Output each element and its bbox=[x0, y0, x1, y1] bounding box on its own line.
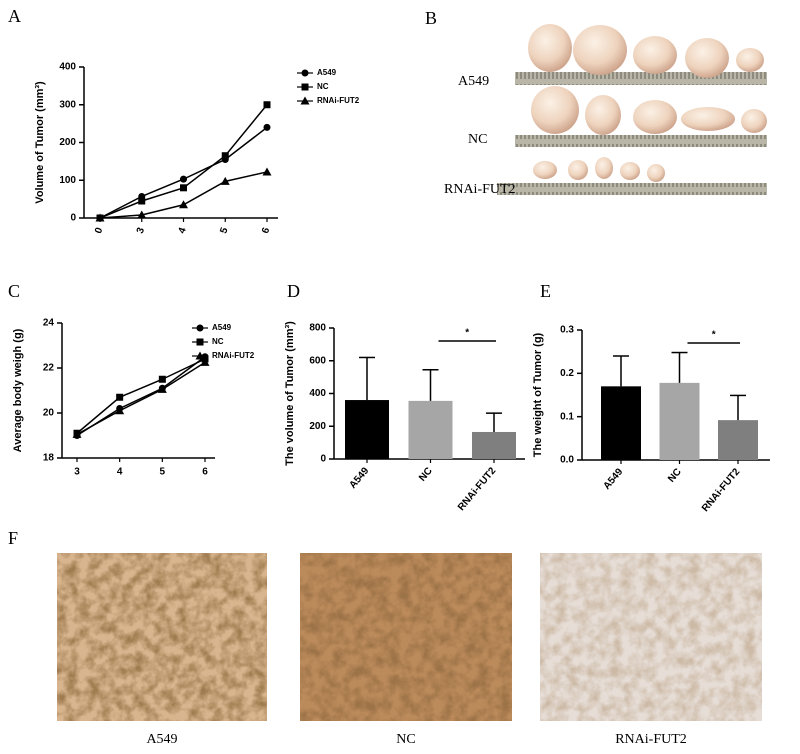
y-tick-label: 200 bbox=[309, 421, 326, 432]
x-tick-label: 5 bbox=[160, 467, 166, 478]
bar bbox=[718, 420, 758, 460]
tumor-photo bbox=[497, 24, 767, 195]
marker bbox=[95, 213, 105, 222]
x-tick-label: 5 bbox=[218, 226, 230, 235]
histology-label: RNAi-FUT2 bbox=[615, 732, 687, 747]
y-tick-label: 0.2 bbox=[560, 368, 574, 379]
marker bbox=[263, 101, 271, 109]
bar bbox=[601, 386, 641, 460]
y-tick-label: 22 bbox=[43, 363, 55, 374]
y-tick-label: 0 bbox=[320, 454, 326, 465]
x-tick-label: 3 bbox=[135, 226, 147, 235]
marker bbox=[180, 184, 187, 192]
marker bbox=[263, 123, 271, 131]
y-tick-label: 0.3 bbox=[560, 325, 574, 336]
legend-marker bbox=[300, 96, 310, 105]
y-tick-label: 0 bbox=[70, 213, 76, 224]
marker bbox=[116, 393, 124, 401]
histology-label: A549 bbox=[146, 732, 177, 747]
x-tick-label: 3 bbox=[74, 467, 80, 478]
y-axis-label: Average body weigh (g) bbox=[12, 328, 24, 452]
legend-marker bbox=[196, 324, 204, 332]
line bbox=[76, 358, 206, 434]
y-tick-label: 200 bbox=[59, 137, 76, 148]
bar bbox=[472, 431, 516, 459]
y-tick-label: 400 bbox=[309, 388, 326, 399]
panel-letter: D bbox=[287, 281, 300, 301]
bar bbox=[408, 400, 453, 459]
line bbox=[76, 361, 206, 436]
significance-label: * bbox=[465, 328, 469, 339]
y-axis-label: The volume of Tumor (mm³) bbox=[284, 321, 296, 466]
legend-label: A549 bbox=[212, 323, 232, 332]
legend-label: RNAi-FUT2 bbox=[317, 96, 360, 105]
marker bbox=[72, 429, 82, 438]
x-tick-label: A549 bbox=[602, 466, 626, 492]
y-tick-label: 0.0 bbox=[560, 455, 574, 466]
marker bbox=[115, 406, 125, 415]
x-tick-label: 4 bbox=[177, 226, 189, 235]
marker bbox=[262, 167, 272, 176]
x-tick-label: NC bbox=[666, 467, 684, 485]
marker bbox=[137, 210, 147, 219]
y-tick-label: 24 bbox=[43, 318, 55, 329]
x-tick-label: 0 bbox=[93, 226, 105, 235]
x-tick-label: 6 bbox=[202, 467, 208, 478]
panel-letter: B bbox=[425, 8, 437, 28]
y-tick-label: 0.1 bbox=[560, 411, 574, 422]
marker bbox=[158, 375, 166, 383]
y-axis-label: The weight of Tumor (g) bbox=[532, 332, 544, 457]
panel-letter: A bbox=[8, 6, 21, 26]
photo-label: NC bbox=[468, 132, 487, 147]
significance-label: * bbox=[712, 330, 716, 341]
panel-letter: E bbox=[540, 281, 551, 301]
y-axis-label: Volume of Tumor (mm³) bbox=[34, 81, 46, 204]
histology-label: NC bbox=[396, 732, 415, 747]
y-tick-label: 300 bbox=[59, 99, 76, 110]
marker bbox=[157, 384, 167, 393]
bar bbox=[659, 382, 700, 460]
legend-label: NC bbox=[317, 82, 329, 91]
x-tick-label: RNAi-FUT2 bbox=[456, 465, 499, 513]
legend-marker bbox=[196, 338, 204, 346]
legend-marker bbox=[195, 351, 205, 360]
marker bbox=[200, 357, 210, 366]
x-tick-label: 4 bbox=[117, 467, 123, 478]
legend-marker bbox=[301, 69, 309, 77]
histology-images bbox=[57, 553, 762, 721]
panel-letter: C bbox=[8, 281, 20, 301]
marker bbox=[179, 200, 188, 209]
legend-label: RNAi-FUT2 bbox=[212, 351, 255, 360]
photo-label: A549 bbox=[458, 74, 489, 89]
panel-letter: F bbox=[8, 528, 18, 548]
bar bbox=[345, 400, 389, 459]
legend-marker bbox=[301, 83, 309, 91]
y-tick-label: 20 bbox=[43, 408, 55, 419]
y-tick-label: 600 bbox=[309, 355, 326, 366]
x-tick-label: A549 bbox=[348, 465, 372, 491]
marker bbox=[221, 152, 229, 160]
x-tick-label: 6 bbox=[260, 226, 272, 235]
y-tick-label: 18 bbox=[43, 453, 55, 464]
x-tick-label: NC bbox=[417, 466, 435, 484]
marker bbox=[220, 176, 230, 185]
marker bbox=[138, 197, 146, 205]
y-tick-label: 100 bbox=[59, 175, 76, 186]
photo-label: RNAi-FUT2 bbox=[444, 182, 516, 197]
y-tick-label: 400 bbox=[59, 62, 76, 73]
marker bbox=[180, 175, 187, 183]
x-tick-label: RNAi-FUT2 bbox=[700, 466, 743, 514]
y-tick-label: 800 bbox=[309, 323, 326, 334]
legend-label: NC bbox=[212, 337, 224, 346]
legend-label: A549 bbox=[317, 68, 337, 77]
